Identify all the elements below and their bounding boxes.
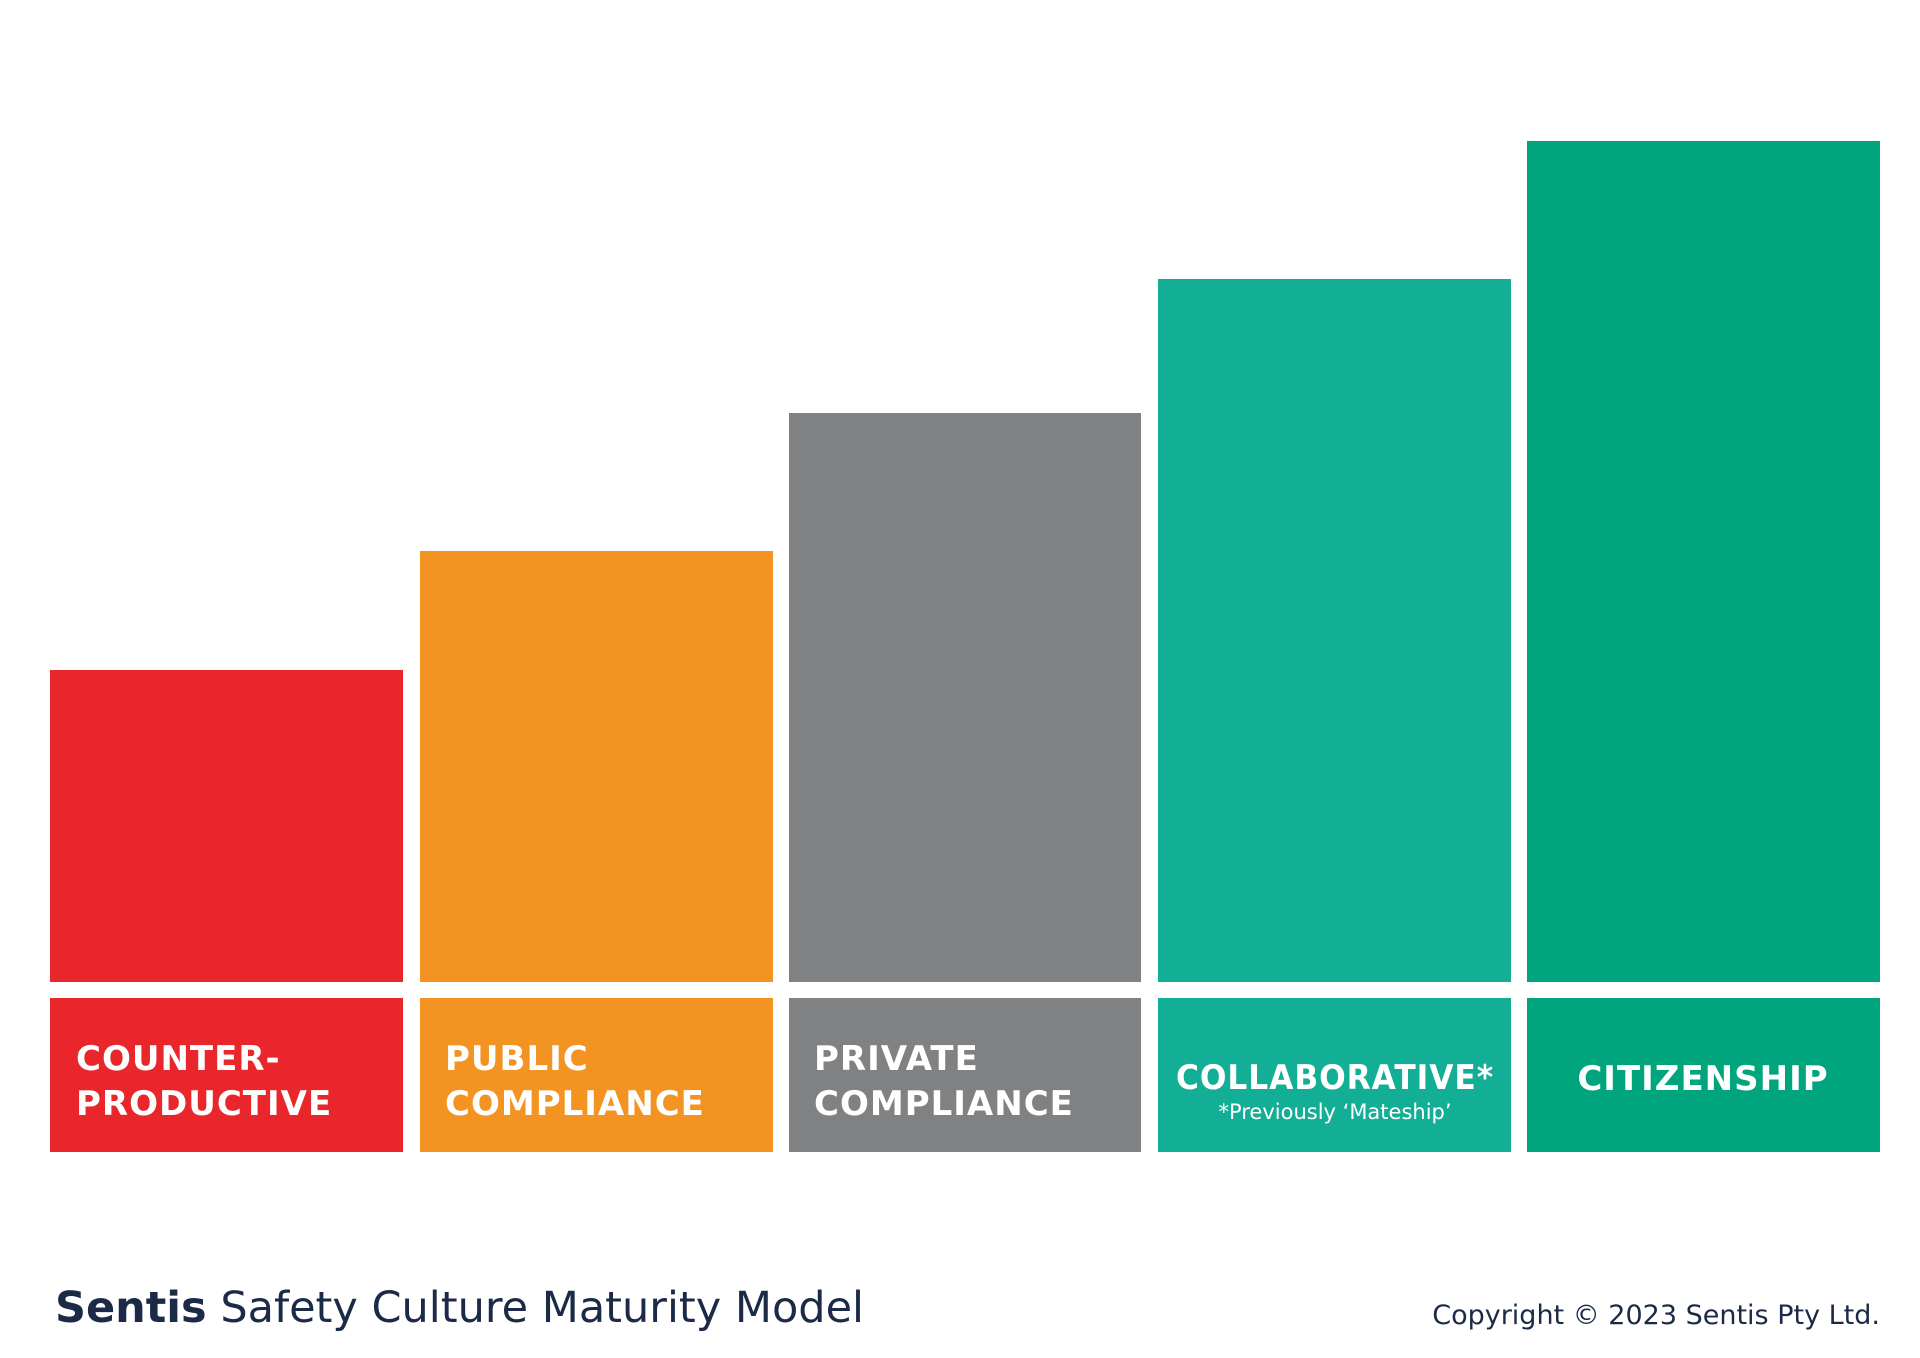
stage-bar (789, 413, 1141, 982)
stage-note: *Previously ‘Mateship’ (1218, 1100, 1451, 1124)
stage-label-box (1527, 998, 1880, 1152)
stage-label: CITIZENSHIP (1577, 1059, 1828, 1099)
stage-label: PRIVATE (814, 1039, 979, 1079)
copyright: Copyright © 2023 Sentis Pty Ltd. (1432, 1300, 1880, 1331)
stage-label-box (1158, 998, 1511, 1152)
stage-label-box (789, 998, 1141, 1152)
stage-bar (50, 670, 403, 982)
stage-label: PUBLIC (445, 1039, 589, 1079)
model-name: Safety Culture Maturity Model (220, 1283, 864, 1333)
stage-label: COLLABORATIVE* (1176, 1058, 1494, 1098)
brand: Sentis (55, 1283, 207, 1333)
stage-label: COMPLIANCE (445, 1084, 705, 1124)
stage-bar (1527, 141, 1880, 982)
stage-label: COUNTER- (76, 1039, 281, 1079)
stage-bar (420, 551, 773, 982)
stage-label: PRODUCTIVE (76, 1084, 332, 1124)
stage-label-box (420, 998, 773, 1152)
footer-title: Sentis Safety Culture Maturity Model (55, 1283, 864, 1333)
stage-bar (1158, 279, 1511, 982)
stage-label: COMPLIANCE (814, 1084, 1074, 1124)
stage-label-box (50, 998, 403, 1152)
